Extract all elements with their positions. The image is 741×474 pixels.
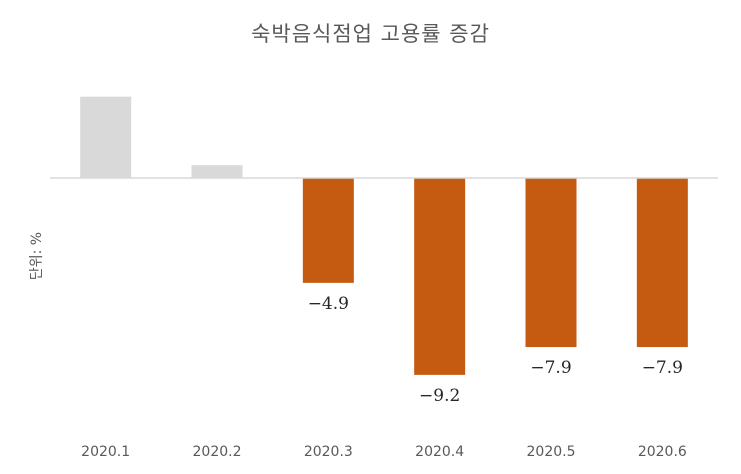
data-label-2020.4: −9.2 (419, 386, 460, 406)
bar-2020.6 (636, 178, 688, 348)
bar-2020.1 (80, 96, 132, 178)
x-tick-label: 2020.5 (527, 444, 576, 460)
data-label-2020.3: −4.9 (308, 294, 349, 314)
x-tick-label: 2020.3 (304, 444, 353, 460)
chart-title: 숙박음식점업 고용률 증감 (251, 22, 490, 46)
bar-2020.2 (191, 165, 243, 178)
x-tick-label: 2020.1 (81, 444, 130, 460)
data-label-2020.5: −7.9 (530, 358, 571, 378)
bar-2020.3 (302, 178, 354, 283)
data-label-2020.6: −7.9 (642, 358, 683, 378)
bar-2020.5 (525, 178, 577, 348)
x-tick-label: 2020.2 (193, 444, 242, 460)
x-tick-label: 2020.6 (638, 444, 687, 460)
bar-2020.4 (414, 178, 466, 375)
x-tick-label: 2020.4 (415, 444, 464, 460)
